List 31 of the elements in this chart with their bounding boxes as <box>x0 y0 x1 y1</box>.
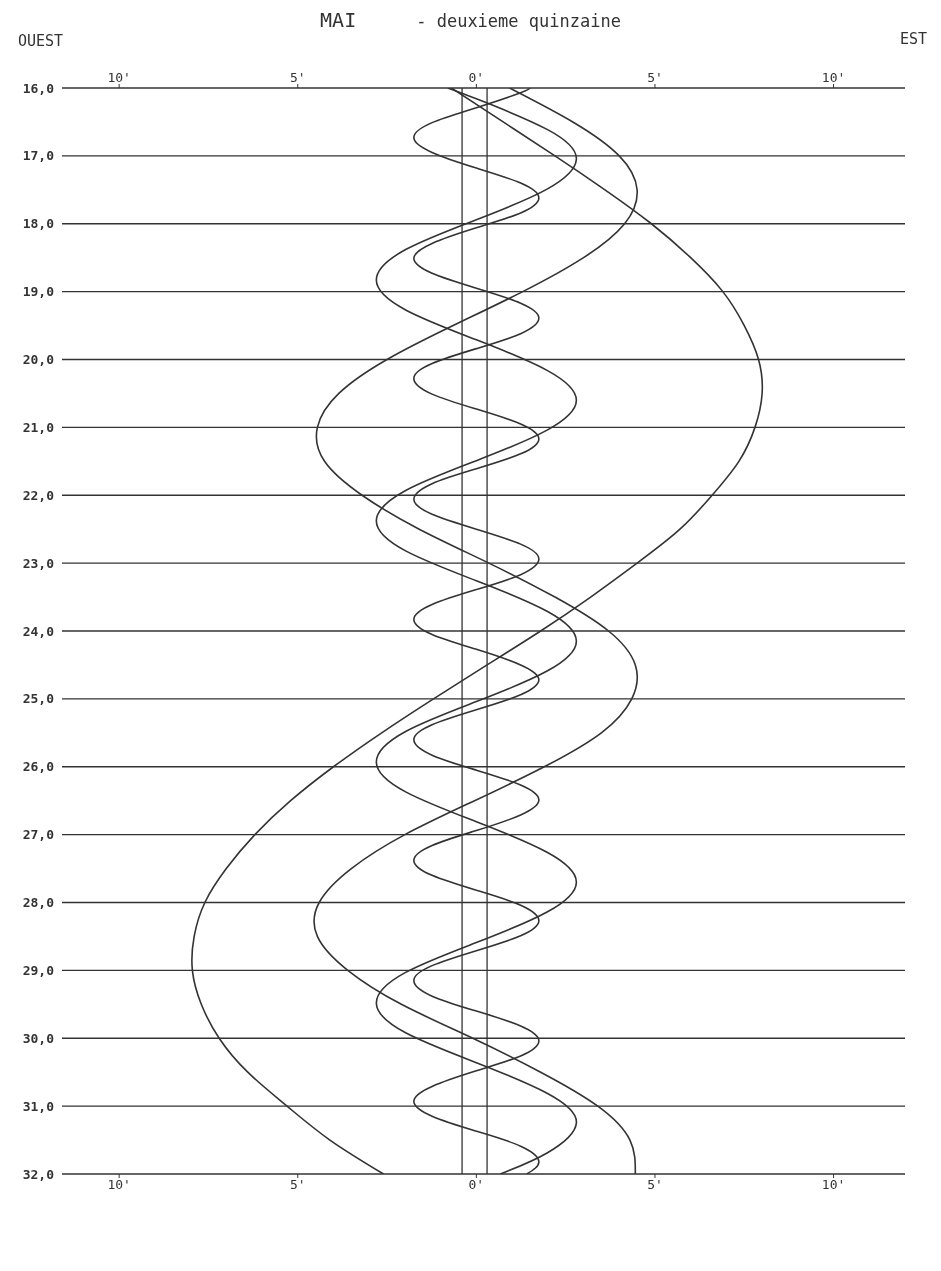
x2-tick-label: 5' <box>289 1177 306 1193</box>
y-tick-label: 27,0 <box>22 827 55 843</box>
y-tick-label: 16,0 <box>22 80 55 96</box>
chart-subtitle: - deuxieme quinzaine <box>416 11 621 31</box>
x2-tick-label: 5' <box>647 1177 663 1193</box>
y-tick-label: 21,0 <box>22 419 55 435</box>
y-tick-label: 25,0 <box>22 691 55 707</box>
y-tick-label: 31,0 <box>22 1098 55 1114</box>
y-tick-label: 18,0 <box>22 216 55 232</box>
y-tick-label: 29,0 <box>22 962 55 978</box>
x2-tick-label: 10' <box>821 1177 846 1193</box>
y-tick-label: 30,0 <box>22 1030 55 1046</box>
chart-title: MAI <box>320 8 357 32</box>
y-tick-label: 28,0 <box>22 895 55 911</box>
x-tick-label: 5' <box>289 70 306 85</box>
y-tick-label: 24,0 <box>22 623 55 639</box>
text: EST <box>899 30 927 48</box>
y-tick-label: 22,0 <box>22 487 55 503</box>
y-tick-label: 17,0 <box>22 148 55 164</box>
y-tick-label: 20,0 <box>22 352 55 368</box>
y-tick-label: 19,0 <box>22 284 55 300</box>
x-tick-label: 10' <box>821 70 846 85</box>
x-tick-label: 0' <box>468 70 485 85</box>
x-tick-label: 5' <box>647 70 663 85</box>
y-tick-label: 32,0 <box>22 1166 55 1182</box>
text: OUEST <box>18 32 64 50</box>
x2-tick-label: 0' <box>468 1177 485 1193</box>
y-tick-label: 26,0 <box>22 759 55 775</box>
x2-tick-label: 10' <box>107 1177 131 1193</box>
x-tick-label: 10' <box>107 70 131 85</box>
y-tick-label: 23,0 <box>22 555 55 571</box>
